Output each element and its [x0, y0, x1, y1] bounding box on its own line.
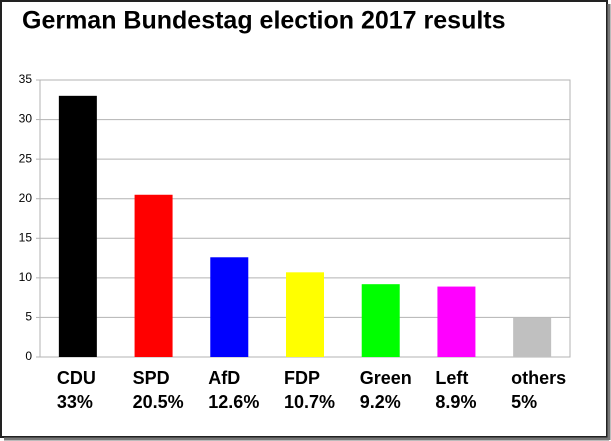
- chart-title: German Bundestag election 2017 results: [22, 7, 506, 35]
- x-tick-label: FDP: [284, 368, 320, 388]
- y-tick-label: 5: [25, 310, 32, 324]
- bar: [286, 272, 324, 357]
- bar: [437, 286, 476, 357]
- value-label: 8.9%: [435, 392, 476, 412]
- y-tick-label: 0: [25, 349, 32, 363]
- y-tick-label: 35: [19, 72, 33, 86]
- bar: [210, 257, 249, 357]
- bar: [134, 194, 173, 357]
- y-tick-label: 30: [19, 112, 33, 126]
- x-tick-label: SPD: [133, 368, 170, 388]
- bar: [58, 95, 97, 357]
- value-label: 12.6%: [208, 392, 259, 412]
- x-tick-label: Left: [435, 368, 468, 388]
- y-tick-label: 15: [19, 230, 33, 244]
- bar: [361, 284, 400, 357]
- value-label: 20.5%: [133, 392, 184, 412]
- y-tick-label: 25: [19, 151, 33, 165]
- y-tick-label: 10: [19, 270, 33, 284]
- bar: [513, 317, 552, 357]
- value-label: 33%: [57, 392, 93, 412]
- x-tick-label: CDU: [57, 368, 96, 388]
- x-tick-label: AfD: [208, 368, 240, 388]
- x-tick-label: Green: [360, 368, 412, 388]
- x-tick-label: others: [511, 368, 566, 388]
- value-label: 5%: [511, 392, 537, 412]
- y-tick-label: 20: [19, 191, 33, 205]
- value-label: 10.7%: [284, 392, 335, 412]
- value-label: 9.2%: [360, 392, 401, 412]
